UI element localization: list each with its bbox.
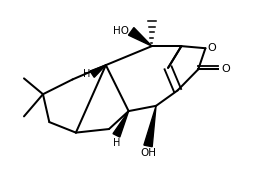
Text: H: H xyxy=(113,138,120,148)
Polygon shape xyxy=(129,28,152,46)
Text: O: O xyxy=(208,43,216,53)
Text: HO: HO xyxy=(113,26,129,36)
Polygon shape xyxy=(90,65,106,77)
Text: H: H xyxy=(83,69,90,79)
Polygon shape xyxy=(144,106,156,147)
Polygon shape xyxy=(113,111,129,137)
Text: O: O xyxy=(221,64,230,74)
Text: OH: OH xyxy=(140,148,156,158)
